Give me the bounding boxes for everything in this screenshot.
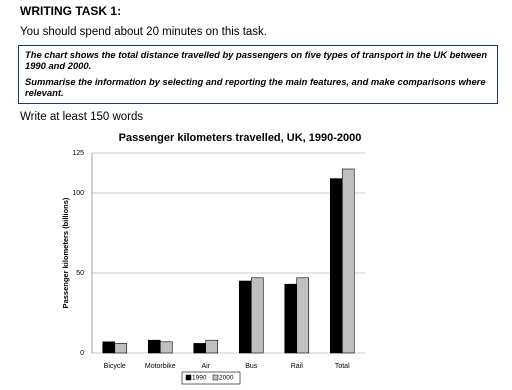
bar [159,341,173,354]
bar [147,339,161,354]
legend-label: 1990 [192,375,207,382]
task-title: WRITING TASK 1: [20,4,122,18]
task-text: The chart shows the total distance trave… [25,49,488,71]
bar [341,168,355,354]
y-axis-label: Passenger kilometers (billions) [61,197,70,308]
bar [238,280,252,354]
bar [193,343,207,354]
x-tick-label: Rail [291,363,304,370]
instruction: You should spend about 20 minutes on thi… [20,26,267,38]
task-box: The chart shows the total distance trave… [18,45,498,104]
x-tick-label: Bicycle [104,363,126,370]
chart: Passenger kilometers travelled, UK, 1990… [61,132,365,385]
bar [205,339,219,354]
bar [329,178,343,354]
x-tick-label: Bus [245,363,258,370]
x-tick-label: Air [201,363,210,370]
bar [114,343,128,354]
legend-box [181,371,241,385]
y-tick-label: 0 [80,350,84,357]
bar [284,283,298,354]
word-count: Write at least 150 words [20,111,144,123]
chart-title: Passenger kilometers travelled, UK, 1990… [119,132,362,144]
bar [102,341,116,354]
legend-label: 2000 [219,375,234,382]
legend-swatch [212,374,219,381]
x-tick-label: Total [335,363,350,370]
bar [296,277,310,354]
y-tick-label: 125 [72,150,84,157]
y-tick-label: 50 [76,270,84,277]
legend-swatch [185,374,192,381]
bar [250,277,264,354]
task-text: Summarise the information by selecting a… [25,76,486,98]
y-tick-label: 100 [72,190,84,197]
x-tick-label: Motorbike [145,363,176,370]
